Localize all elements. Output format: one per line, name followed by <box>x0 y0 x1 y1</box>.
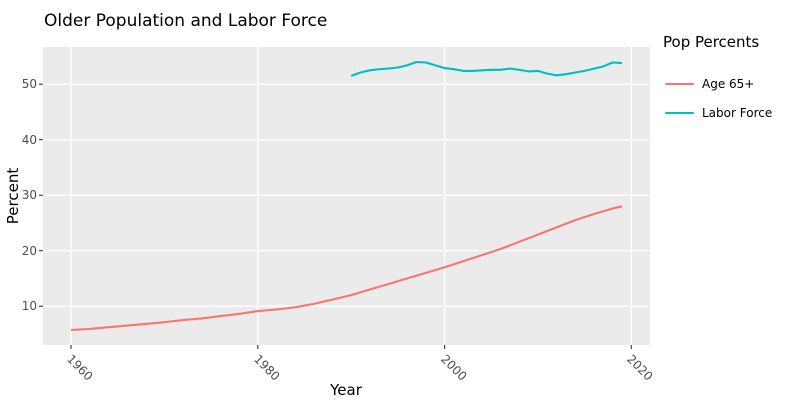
y-tick-label: 10 <box>21 299 37 314</box>
y-tick-label: 50 <box>21 77 37 92</box>
series-line-age-65 <box>70 205 623 332</box>
plot-panel <box>43 47 650 345</box>
y-tick-label: 30 <box>21 188 37 203</box>
y-tick-label: 40 <box>21 132 37 147</box>
legend-title: Pop Percents <box>663 33 760 51</box>
x-axis-title: Year <box>330 381 362 399</box>
legend-entry-label: Age 65+ <box>702 77 755 92</box>
y-axis-title: Percent <box>4 167 22 225</box>
series-line-labor-force <box>350 60 623 77</box>
chart-title: Older Population and Labor Force <box>44 11 328 31</box>
legend-entries: Age 65+ Labor Force <box>665 70 772 127</box>
legend-entry-label: Labor Force <box>702 105 773 120</box>
y-tick-label: 20 <box>21 243 37 258</box>
legend-key-line <box>665 83 694 86</box>
legend-entry: Labor Force <box>665 99 772 128</box>
legend-key-line <box>665 111 694 114</box>
legend: Pop Percents Age 65+ Labor Force <box>663 33 772 120</box>
legend-entry: Age 65+ <box>665 70 772 99</box>
